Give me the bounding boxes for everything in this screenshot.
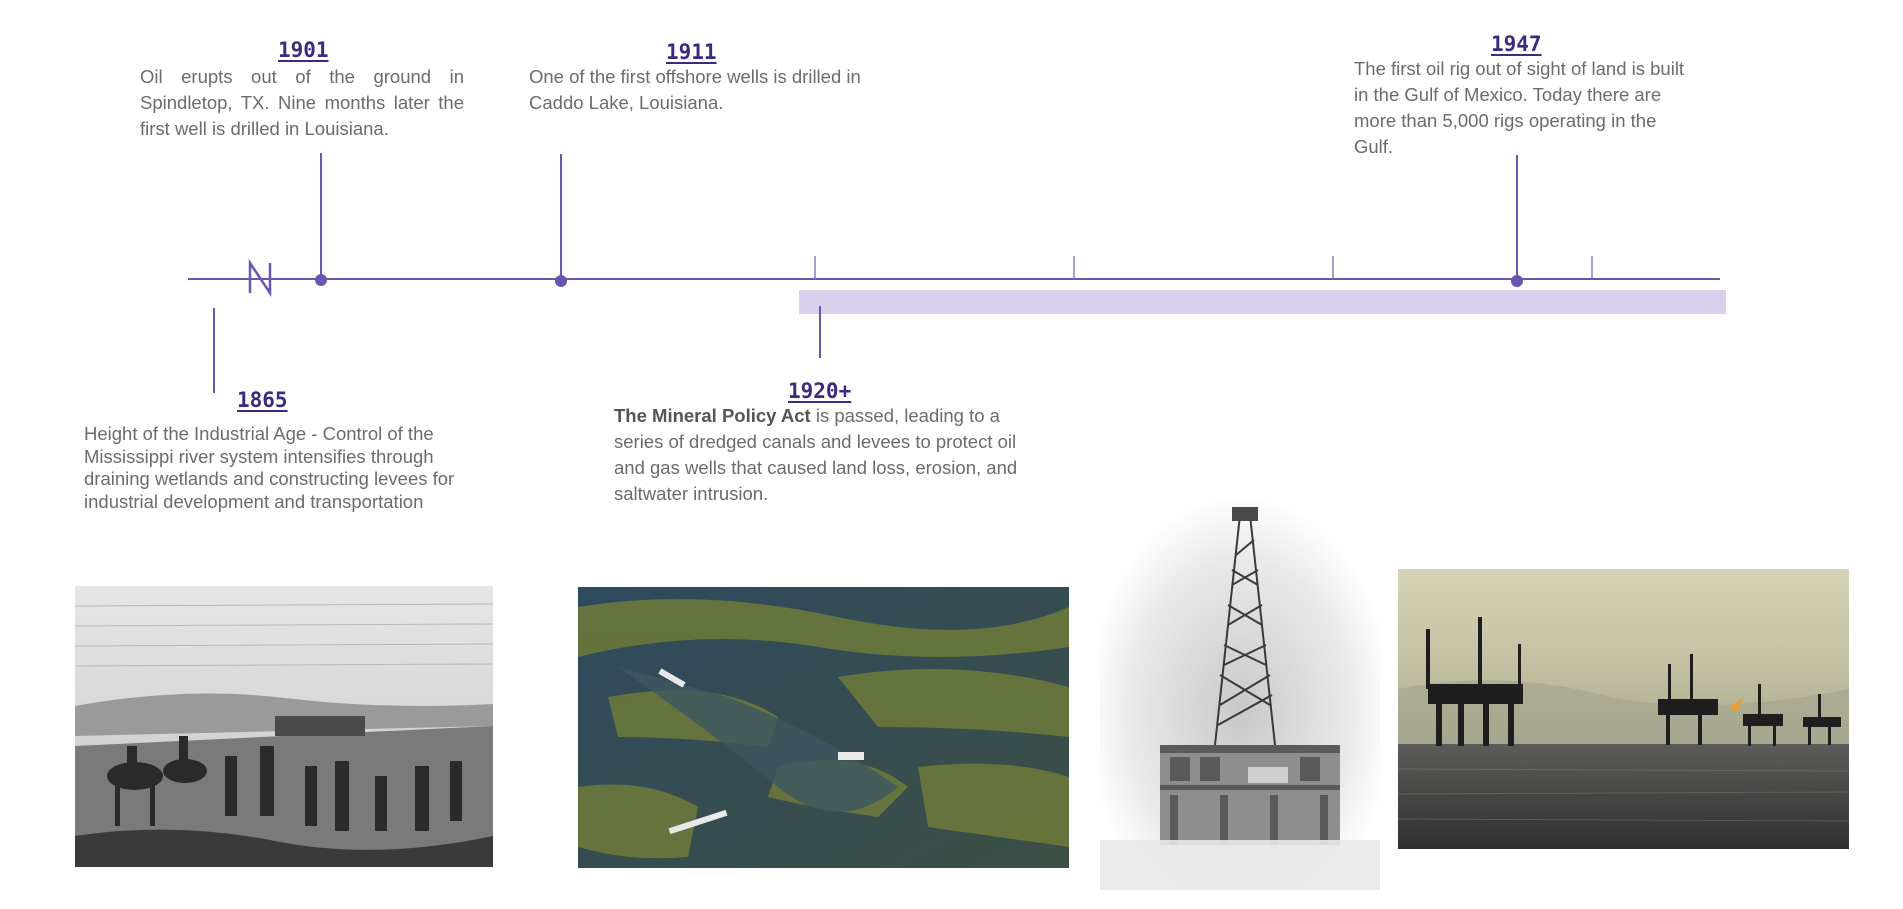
year-label-1901: 1901 <box>278 38 329 62</box>
axis-break-marker <box>248 258 272 298</box>
event-text-1920: The Mineral Policy Act is passed, leadin… <box>614 403 1034 507</box>
event-text-1865: Height of the Industrial Age - Control o… <box>84 423 455 512</box>
aerial-canals-image <box>578 587 1069 868</box>
event-dot-1901 <box>315 274 327 286</box>
mineral-policy-act-text: is passed, leading to a series of dredge… <box>614 405 1018 504</box>
event-text-1911: One of the first offshore wells is drill… <box>529 66 861 113</box>
event-text-1947: The first oil rig out of sight of land i… <box>1354 58 1685 157</box>
event-dot-1947 <box>1511 275 1523 287</box>
event-dot-1911 <box>555 275 567 287</box>
offshore-rigs-image <box>1398 569 1849 849</box>
era-band <box>799 290 1726 314</box>
event-text-1901: Oil erupts out of the ground in Spindlet… <box>140 66 464 139</box>
year-label-1865: 1865 <box>237 388 288 412</box>
mineral-policy-act-label: The Mineral Policy Act <box>614 405 811 426</box>
year-label-1947: 1947 <box>1491 32 1542 56</box>
year-label-1920: 1920+ <box>788 379 852 403</box>
year-label-1911: 1911 <box>666 40 717 64</box>
vintage-oil-rig-image <box>1100 495 1380 890</box>
engraving-levee-workers-image <box>75 586 493 867</box>
